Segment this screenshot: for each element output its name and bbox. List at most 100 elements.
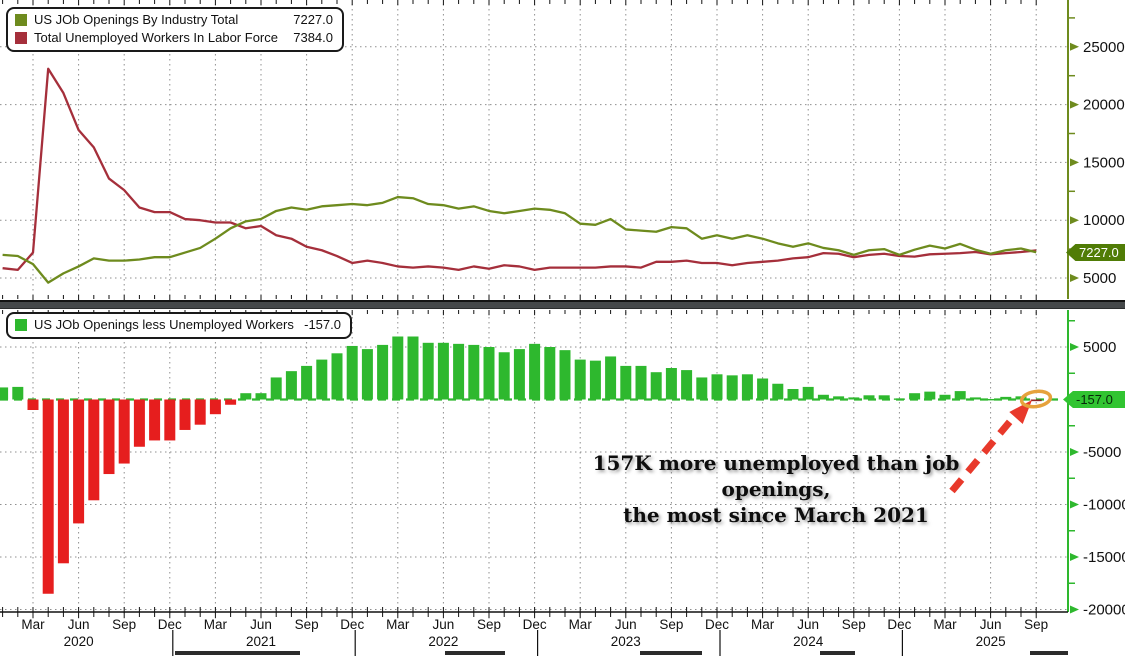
last-value-tag-openings: 7227.0 [1066,244,1125,261]
svg-text:10000: 10000 [1083,212,1125,229]
diff-bar [893,398,905,400]
diff-bar [696,377,708,400]
x-axis: Mar Jun Sep Dec Mar Jun Sep Dec Mar Jun Sep Dec Mar J… [0,611,1068,656]
diff-bar [194,399,206,425]
diff-bar [179,399,191,430]
diff-bar [1030,399,1042,402]
bottom-legend: US JOb Openings less Unemployed Workers … [6,312,352,339]
year-label: 2022 [428,634,458,649]
diff-bar [787,389,799,400]
diff-bar [817,394,829,400]
diff-bar [453,343,465,400]
legend-item-openings: US JOb Openings By Industry Total 7227.0 [15,11,333,29]
legend-value: -157.0 [304,317,341,332]
diff-bar [605,356,617,400]
diff-bar [209,399,221,415]
year-label: 2023 [611,634,641,649]
diff-bar [118,399,130,464]
x-tick-label: Dec [158,617,182,632]
diff-bar [924,391,936,400]
diff-bar [726,375,738,400]
diff-bar [437,342,449,400]
x-tick-label: Mar [204,617,228,632]
diff-bar [939,394,951,400]
x-tick-label: Jun [615,617,637,632]
x-tick-label: Sep [112,617,136,632]
x-tick-label: Mar [21,617,45,632]
diff-bar [270,377,282,400]
diff-bar [863,395,875,400]
x-tick-label: Mar [569,617,593,632]
legend-item-diff: US JOb Openings less Unemployed Workers … [15,316,341,334]
diff-bar [12,386,24,400]
diff-bar [407,336,419,400]
year-label: 2020 [64,634,94,649]
svg-text:-20000: -20000 [1083,602,1125,619]
gridlines [0,4,1068,610]
diff-bar [149,399,161,441]
x-tick-label: Sep [659,617,683,632]
legend-value: 7384.0 [293,30,333,45]
svg-text:5000: 5000 [1083,339,1116,356]
diff-bar [969,397,981,400]
diff-bar [27,399,39,410]
diff-bar [909,393,921,400]
diff-bar [468,344,480,400]
x-tick-label: Sep [295,617,319,632]
unemployed-line [2,67,1037,272]
annotation-line-1: 157K more unemployed than job openings, [592,451,960,501]
diff-bar [559,350,571,400]
diff-bar [88,399,100,501]
legend-value: 7227.0 [293,12,333,27]
diff-bar [422,342,434,400]
x-tick-label: Jun [797,617,819,632]
diff-bar [878,395,890,400]
diff-bar [833,396,845,400]
svg-text:-15000: -15000 [1083,549,1125,566]
diff-bar [1000,396,1012,400]
right-axis-bottom: 5000 -5000 -10000 -15000 -20000 [1067,310,1125,619]
diff-series-swatch [15,319,27,331]
diff-bar [772,383,784,400]
x-tick-label: Jun [250,617,272,632]
x-tick-label: Jun [433,617,455,632]
x-tick-label: Jun [980,617,1002,632]
year-label: 2025 [976,634,1006,649]
svg-text:5000: 5000 [1083,270,1116,287]
diff-bar [954,391,966,400]
annotation-line-2: the most since March 2021 [623,503,929,527]
svg-text:-10000: -10000 [1083,497,1125,514]
svg-text:15000: 15000 [1083,154,1125,171]
x-tick-label: Dec [887,617,911,632]
diff-bar [848,397,860,400]
diff-bar [483,347,495,400]
openings-line [2,195,1037,284]
bottom-cutoff-strips [175,651,1068,655]
diff-bar [103,399,115,475]
diff-bar [42,399,54,594]
year-label: 2024 [793,634,824,649]
diff-bar [620,365,632,400]
x-tick-label: Sep [842,617,866,632]
legend-label: Total Unemployed Workers In Labor Force [34,30,278,45]
svg-text:20000: 20000 [1083,97,1125,114]
panel-separator-bar [0,300,1125,309]
x-tick-label: Sep [477,617,501,632]
diff-bar [240,393,252,400]
legend-item-unemployed: Total Unemployed Workers In Labor Force … [15,29,333,47]
diff-bar [589,360,601,400]
diff-bar [361,349,373,400]
unemployed-series-swatch [15,32,27,44]
diff-bar [741,374,753,400]
annotation-callout: 157K more unemployed than job openings, … [535,450,1017,528]
highlight-ellipse [1019,389,1053,409]
diff-bar [255,393,267,400]
x-tick-label: Dec [523,617,547,632]
diff-bar [529,343,541,400]
x-tick-label: Sep [1024,617,1048,632]
diff-bar [665,368,677,400]
diff-bar [0,387,9,400]
diff-bar [316,359,328,400]
